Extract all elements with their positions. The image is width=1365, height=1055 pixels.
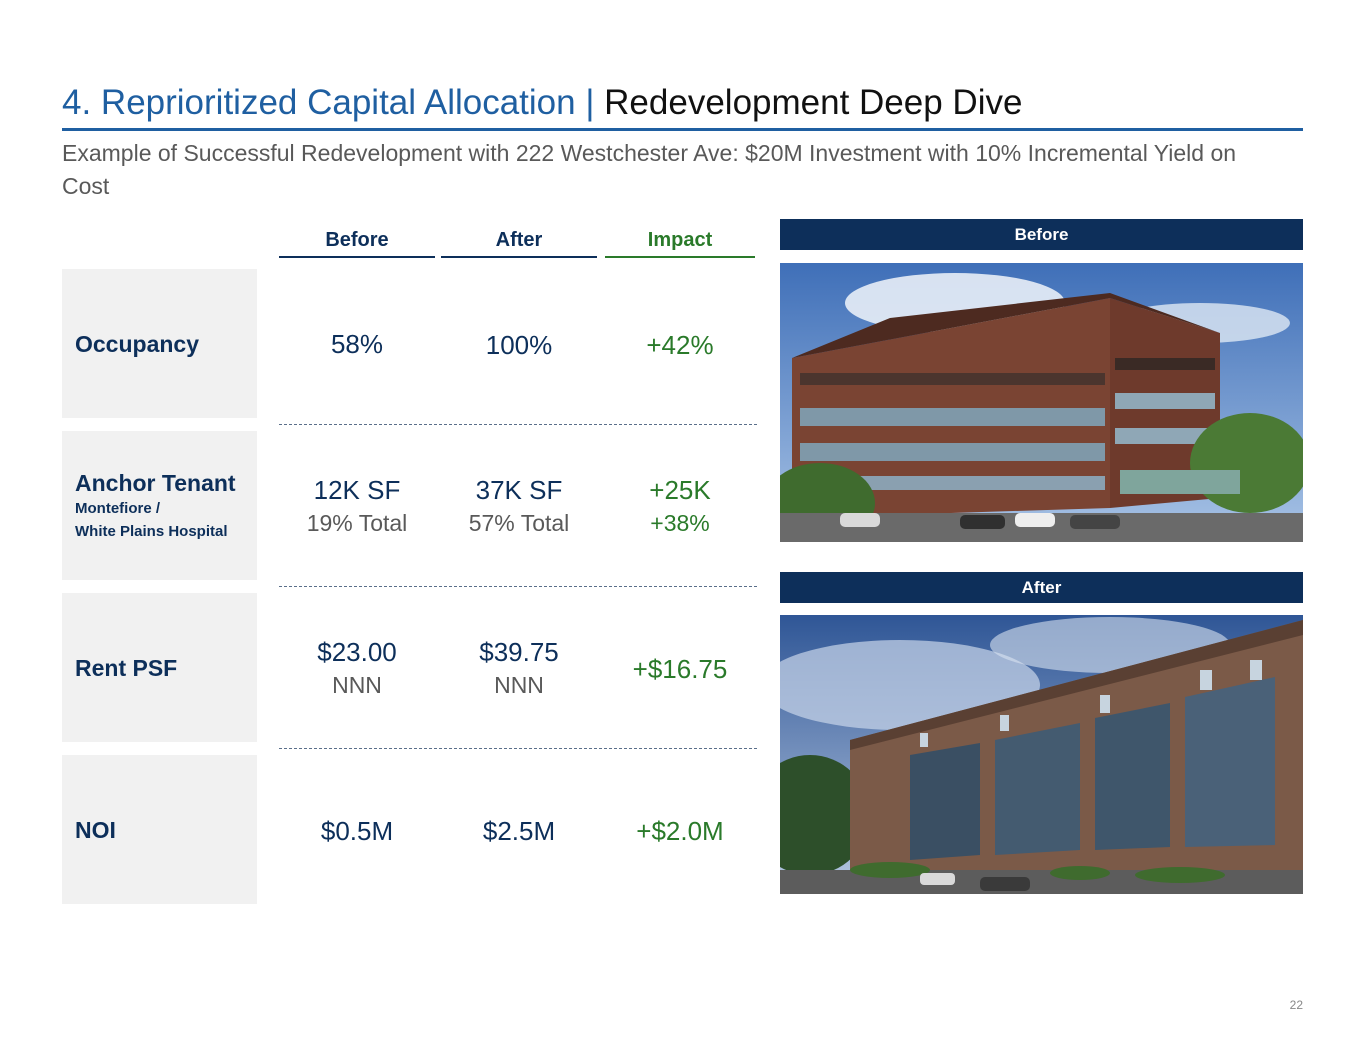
value-sub: +38% (650, 509, 710, 536)
row-label-text: Rent PSF (75, 654, 178, 681)
noi-after: $2.5M (441, 755, 597, 907)
row-label-text: Occupancy (75, 330, 199, 357)
value: $0.5M (320, 816, 394, 846)
value: +$2.0M (636, 816, 724, 846)
deep-dive-title: Redevelopment Deep Dive (604, 83, 1023, 122)
anchor-tenant-impact: +25K +38% (602, 431, 758, 580)
column-header-before: Before (279, 226, 435, 258)
row-divider (279, 586, 757, 587)
anchor-tenant-before: 12K SF 19% Total (279, 431, 435, 580)
after-building-rendering (780, 615, 1303, 894)
after-photo-header: After (780, 572, 1303, 603)
value-sub: NNN (332, 671, 382, 698)
row-label-rent-psf: Rent PSF (62, 593, 257, 742)
row-label-text: Anchor Tenant (75, 469, 236, 496)
value-sub: 19% Total (306, 509, 408, 536)
value-sub: 57% Total (468, 509, 570, 536)
anchor-tenant-after: 37K SF 57% Total (441, 431, 597, 580)
rent-psf-impact: +$16.75 (602, 593, 758, 745)
column-header-impact: Impact (605, 226, 755, 258)
value: +$16.75 (632, 654, 728, 684)
rent-psf-after: $39.75 NNN (441, 593, 597, 742)
value: +25K (649, 474, 711, 505)
value: $39.75 (479, 636, 559, 667)
value: 37K SF (475, 474, 563, 505)
row-label-anchor-tenant: Anchor Tenant Montefiore / White Plains … (62, 431, 257, 580)
value-sub: NNN (494, 671, 544, 698)
page-title: 4. Reprioritized Capital Allocation | Re… (62, 82, 1022, 124)
row-label-text: NOI (75, 816, 116, 843)
rent-psf-before: $23.00 NNN (279, 593, 435, 742)
row-divider (279, 748, 757, 749)
before-photo-header: Before (780, 219, 1303, 250)
row-divider (279, 424, 757, 425)
value: $23.00 (317, 636, 397, 667)
value: 100% (485, 330, 553, 360)
occupancy-impact: +42% (602, 269, 758, 421)
value: 12K SF (313, 474, 401, 505)
page-number: 22 (1289, 998, 1303, 1012)
row-label-noi: NOI (62, 755, 257, 904)
noi-before: $0.5M (279, 755, 435, 907)
title-rule (62, 128, 1303, 131)
noi-impact: +$2.0M (602, 755, 758, 907)
section-title: 4. Reprioritized Capital Allocation | (62, 83, 595, 122)
value: $2.5M (482, 816, 556, 846)
tenant-name-line1: Montefiore / (75, 499, 160, 517)
column-header-after: After (441, 226, 597, 258)
occupancy-before: 58% (279, 269, 435, 418)
occupancy-after: 100% (441, 269, 597, 421)
tenant-name-line2: White Plains Hospital (75, 522, 228, 540)
value: +42% (646, 330, 714, 360)
row-label-occupancy: Occupancy (62, 269, 257, 418)
before-building-photo (780, 263, 1303, 542)
subtitle: Example of Successful Redevelopment with… (62, 140, 1237, 199)
value: 58% (330, 328, 384, 359)
